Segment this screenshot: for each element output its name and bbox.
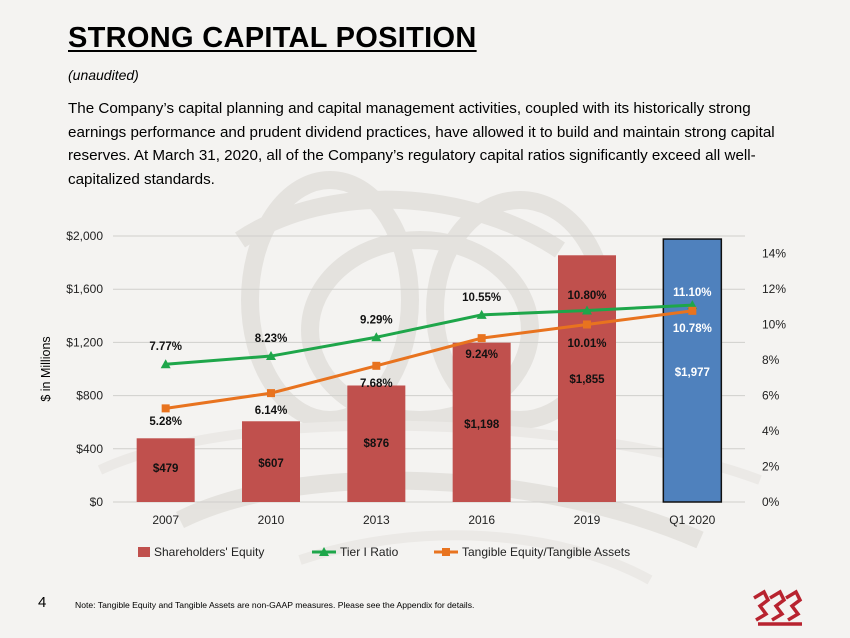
- tangible-equity-data-label: 5.28%: [149, 416, 182, 428]
- legend-marker-tangible-equity: [442, 548, 450, 556]
- shareholders-equity-data-label: $607: [258, 458, 284, 470]
- x-tick-label: Q1 2020: [669, 513, 715, 527]
- tier1-ratio-marker: [371, 332, 382, 342]
- y2-tick-label: 6%: [762, 389, 780, 403]
- bar-shareholders-equity: [347, 385, 406, 502]
- tier1-ratio-data-label: 10.55%: [462, 292, 501, 304]
- tangible-equity-marker: [161, 404, 170, 413]
- x-tick-label: 2019: [574, 513, 601, 527]
- bar-shareholders-equity: [452, 342, 511, 502]
- tier1-ratio-data-label: 10.80%: [567, 290, 606, 302]
- tangible-equity-marker: [267, 389, 275, 398]
- tangible-equity-marker: [583, 320, 591, 329]
- shareholders-equity-data-label: $1,977: [675, 367, 710, 379]
- shareholders-equity-data-label: $479: [153, 463, 179, 475]
- tier1-ratio-data-label: 8.23%: [255, 333, 288, 345]
- tangible-equity-ratio-line: [165, 309, 693, 410]
- slide-subtitle: (unaudited): [68, 67, 139, 83]
- tangible-equity-data-label: 10.78%: [673, 323, 712, 335]
- x-tick-label: 2007: [152, 513, 179, 527]
- tangible-equity-marker: [477, 334, 486, 343]
- y2-tick-label: 10%: [762, 318, 786, 332]
- legend-label-tangible-equity: Tangible Equity/Tangible Assets: [462, 545, 630, 559]
- company-logo-icon: [753, 589, 803, 626]
- shareholders-equity-data-label: $1,855: [569, 374, 605, 386]
- slide-title: STRONG CAPITAL POSITION: [68, 22, 477, 54]
- legend-marker-tier1-ratio: [319, 547, 329, 556]
- tangible-equity-marker: [688, 306, 697, 315]
- legend-label-shareholders-equity: Shareholders' Equity: [154, 545, 264, 559]
- y2-tick-label: 2%: [762, 460, 780, 474]
- tier1-ratio-marker: [266, 351, 276, 361]
- page-number: 4: [38, 594, 47, 611]
- y2-tick-label: 8%: [762, 353, 780, 367]
- y-tick-label: $1,600: [66, 282, 103, 296]
- y2-tick-label: 12%: [762, 282, 786, 296]
- tier1-ratio-marker: [476, 309, 487, 319]
- tangible-equity-data-label: 7.68%: [360, 378, 393, 390]
- y2-tick-label: 4%: [762, 424, 780, 438]
- y2-tick-label: 0%: [762, 495, 780, 509]
- tangible-equity-data-label: 9.24%: [465, 349, 498, 361]
- tangible-equity-data-label: 6.14%: [255, 405, 288, 417]
- shareholders-equity-data-label: $876: [364, 438, 390, 450]
- slide-body-text: The Company’s capital planning and capit…: [68, 100, 775, 188]
- shareholders-equity-data-label: $1,198: [464, 419, 500, 431]
- legend-swatch-shareholders-equity: [138, 547, 150, 557]
- legend-label-tier1-ratio: Tier I Ratio: [340, 545, 399, 559]
- tier1-ratio-marker: [582, 305, 592, 315]
- tangible-equity-marker: [372, 361, 381, 370]
- y-tick-label: $1,200: [66, 335, 103, 349]
- y-tick-label: $800: [76, 389, 103, 403]
- x-tick-label: 2013: [363, 513, 390, 527]
- y-tick-label: $2,000: [66, 229, 103, 243]
- y-tick-label: $0: [90, 495, 104, 509]
- footnote: Note: Tangible Equity and Tangible Asset…: [75, 600, 475, 610]
- bar-shareholders-equity: [136, 438, 195, 502]
- tier1-ratio-data-label: 11.10%: [673, 287, 711, 299]
- bar-shareholders-equity: [662, 238, 723, 503]
- y-axis-label: $ in Millions: [39, 336, 53, 401]
- x-tick-label: 2016: [468, 513, 495, 527]
- tier1-ratio-data-label: 9.29%: [360, 314, 393, 326]
- y2-tick-label: 14%: [762, 247, 786, 261]
- tier1-ratio-line: [165, 303, 693, 366]
- y-tick-label: $400: [76, 442, 103, 456]
- tier1-ratio-marker: [160, 359, 171, 369]
- tier1-ratio-data-label: 7.77%: [149, 341, 182, 353]
- bar-shareholders-equity: [558, 255, 616, 502]
- x-tick-label: 2010: [258, 513, 285, 527]
- tangible-equity-data-label: 10.01%: [567, 338, 606, 350]
- bar-shareholders-equity: [242, 421, 300, 502]
